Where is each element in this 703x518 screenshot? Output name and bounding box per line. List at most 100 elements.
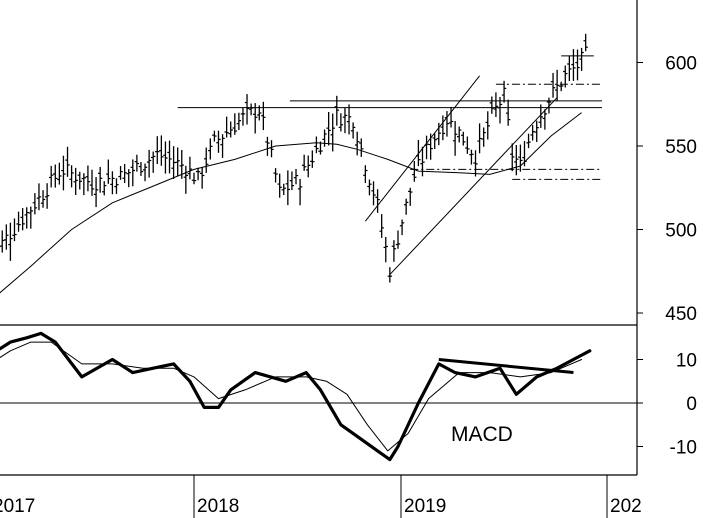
price-bar: [134, 154, 140, 172]
price-bar: [130, 159, 135, 187]
price-bar: [273, 168, 278, 183]
price-bar: [85, 165, 91, 192]
price-bar: [191, 172, 197, 185]
price-bar: [61, 155, 66, 191]
price-bar: [216, 130, 221, 153]
price-bar: [469, 149, 474, 165]
price-bars: [0, 33, 588, 283]
price-bar: [208, 138, 213, 160]
price-bar: [118, 166, 123, 180]
price-bar: [363, 165, 368, 184]
x-axis-labels: 2017 2018 2019 202: [0, 475, 642, 518]
x-tick-label: 2018: [197, 496, 239, 517]
price-bar: [473, 150, 478, 177]
price-bar: [126, 169, 131, 188]
price-bar: [65, 146, 70, 177]
price-bar: [187, 156, 193, 180]
indicator-trend-lines: [438, 358, 574, 375]
price-bar: [330, 113, 335, 152]
price-bar: [367, 179, 372, 196]
price-bar: [440, 115, 446, 141]
price-bar: [146, 149, 152, 178]
price-bar: [424, 135, 429, 160]
price-bar: [4, 224, 9, 250]
price-bar: [285, 170, 291, 206]
price-bar: [240, 107, 246, 126]
x-tick-label: 2017: [0, 496, 35, 517]
price-bar: [412, 160, 417, 182]
x-tick-label: 202: [610, 496, 642, 517]
frame: [0, 0, 638, 476]
price-bar: [542, 109, 548, 130]
price-bar: [265, 136, 270, 156]
price-moving-average: [0, 112, 582, 294]
price-bar: [457, 126, 462, 143]
price-bar: [334, 95, 339, 126]
price-bar: [12, 218, 17, 242]
price-bar: [554, 69, 560, 101]
price-bar: [420, 146, 425, 177]
price-bar: [375, 189, 380, 213]
price-bar: [69, 165, 74, 188]
price-bar: [391, 240, 397, 262]
price-bar: [530, 125, 535, 141]
price-bar: [371, 181, 376, 206]
price-bar: [171, 146, 176, 179]
price-bar: [179, 149, 184, 179]
price-y-tick-label: 500: [665, 221, 697, 242]
price-bar: [167, 140, 172, 174]
price-bar: [269, 140, 274, 158]
price-bar: [253, 103, 258, 134]
price-bar: [485, 111, 490, 140]
x-tick-label: 2019: [404, 496, 446, 517]
price-bar: [579, 47, 584, 71]
price-bar: [195, 167, 201, 181]
price-bar: [36, 183, 42, 211]
price-bar: [567, 55, 572, 82]
price-bar: [16, 211, 21, 232]
price-bar: [575, 49, 580, 81]
price-bar: [142, 163, 148, 182]
price-bar: [110, 171, 115, 195]
price-bar: [583, 33, 588, 52]
indicator-series: [0, 331, 592, 462]
price-bar: [359, 138, 364, 157]
price-bar: [20, 208, 25, 231]
macd-y-tick-label: -10: [670, 438, 697, 459]
price-bar: [122, 163, 127, 184]
price-bar: [355, 131, 360, 156]
price-bar: [318, 141, 323, 155]
price-bar: [89, 169, 95, 196]
price-bar: [24, 207, 29, 229]
price-bar: [493, 92, 499, 117]
price-bar: [236, 112, 242, 131]
price-bar: [514, 145, 519, 176]
price-trend-line: [364, 75, 480, 222]
price-bar: [77, 171, 82, 190]
price-bar: [114, 178, 119, 194]
price-trend-lines: [364, 75, 558, 275]
price-bar: [151, 151, 156, 173]
price-bar: [559, 81, 564, 92]
price-bar: [244, 94, 250, 125]
price-bar: [199, 166, 205, 189]
price-bar: [32, 193, 38, 215]
macd-y-tick-label: 10: [676, 351, 697, 372]
price-bar: [571, 49, 576, 81]
price-bar: [232, 113, 237, 135]
price-bar: [183, 165, 189, 194]
price-bar: [465, 136, 470, 154]
price-bar: [49, 165, 54, 188]
price-bar: [403, 198, 409, 215]
price-bar: [518, 144, 523, 172]
price-bar: [175, 147, 180, 177]
price-bar: [224, 116, 229, 138]
price-bar: [510, 143, 515, 172]
price-ma-line: [0, 112, 582, 294]
price-bar: [310, 150, 315, 168]
price-bar: [301, 154, 307, 171]
price-bar: [28, 206, 33, 229]
price-bar: [526, 133, 531, 149]
macd-trend-line: [438, 358, 574, 375]
